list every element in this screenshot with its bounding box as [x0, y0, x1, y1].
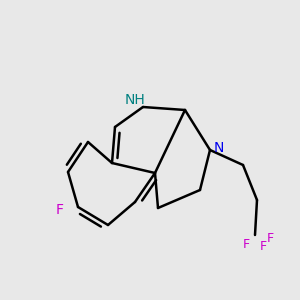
Text: N: N — [214, 141, 224, 155]
Text: F: F — [56, 203, 64, 217]
Text: NH: NH — [124, 93, 146, 107]
Text: F: F — [267, 232, 274, 244]
Text: F: F — [243, 238, 250, 251]
Text: F: F — [260, 241, 267, 254]
